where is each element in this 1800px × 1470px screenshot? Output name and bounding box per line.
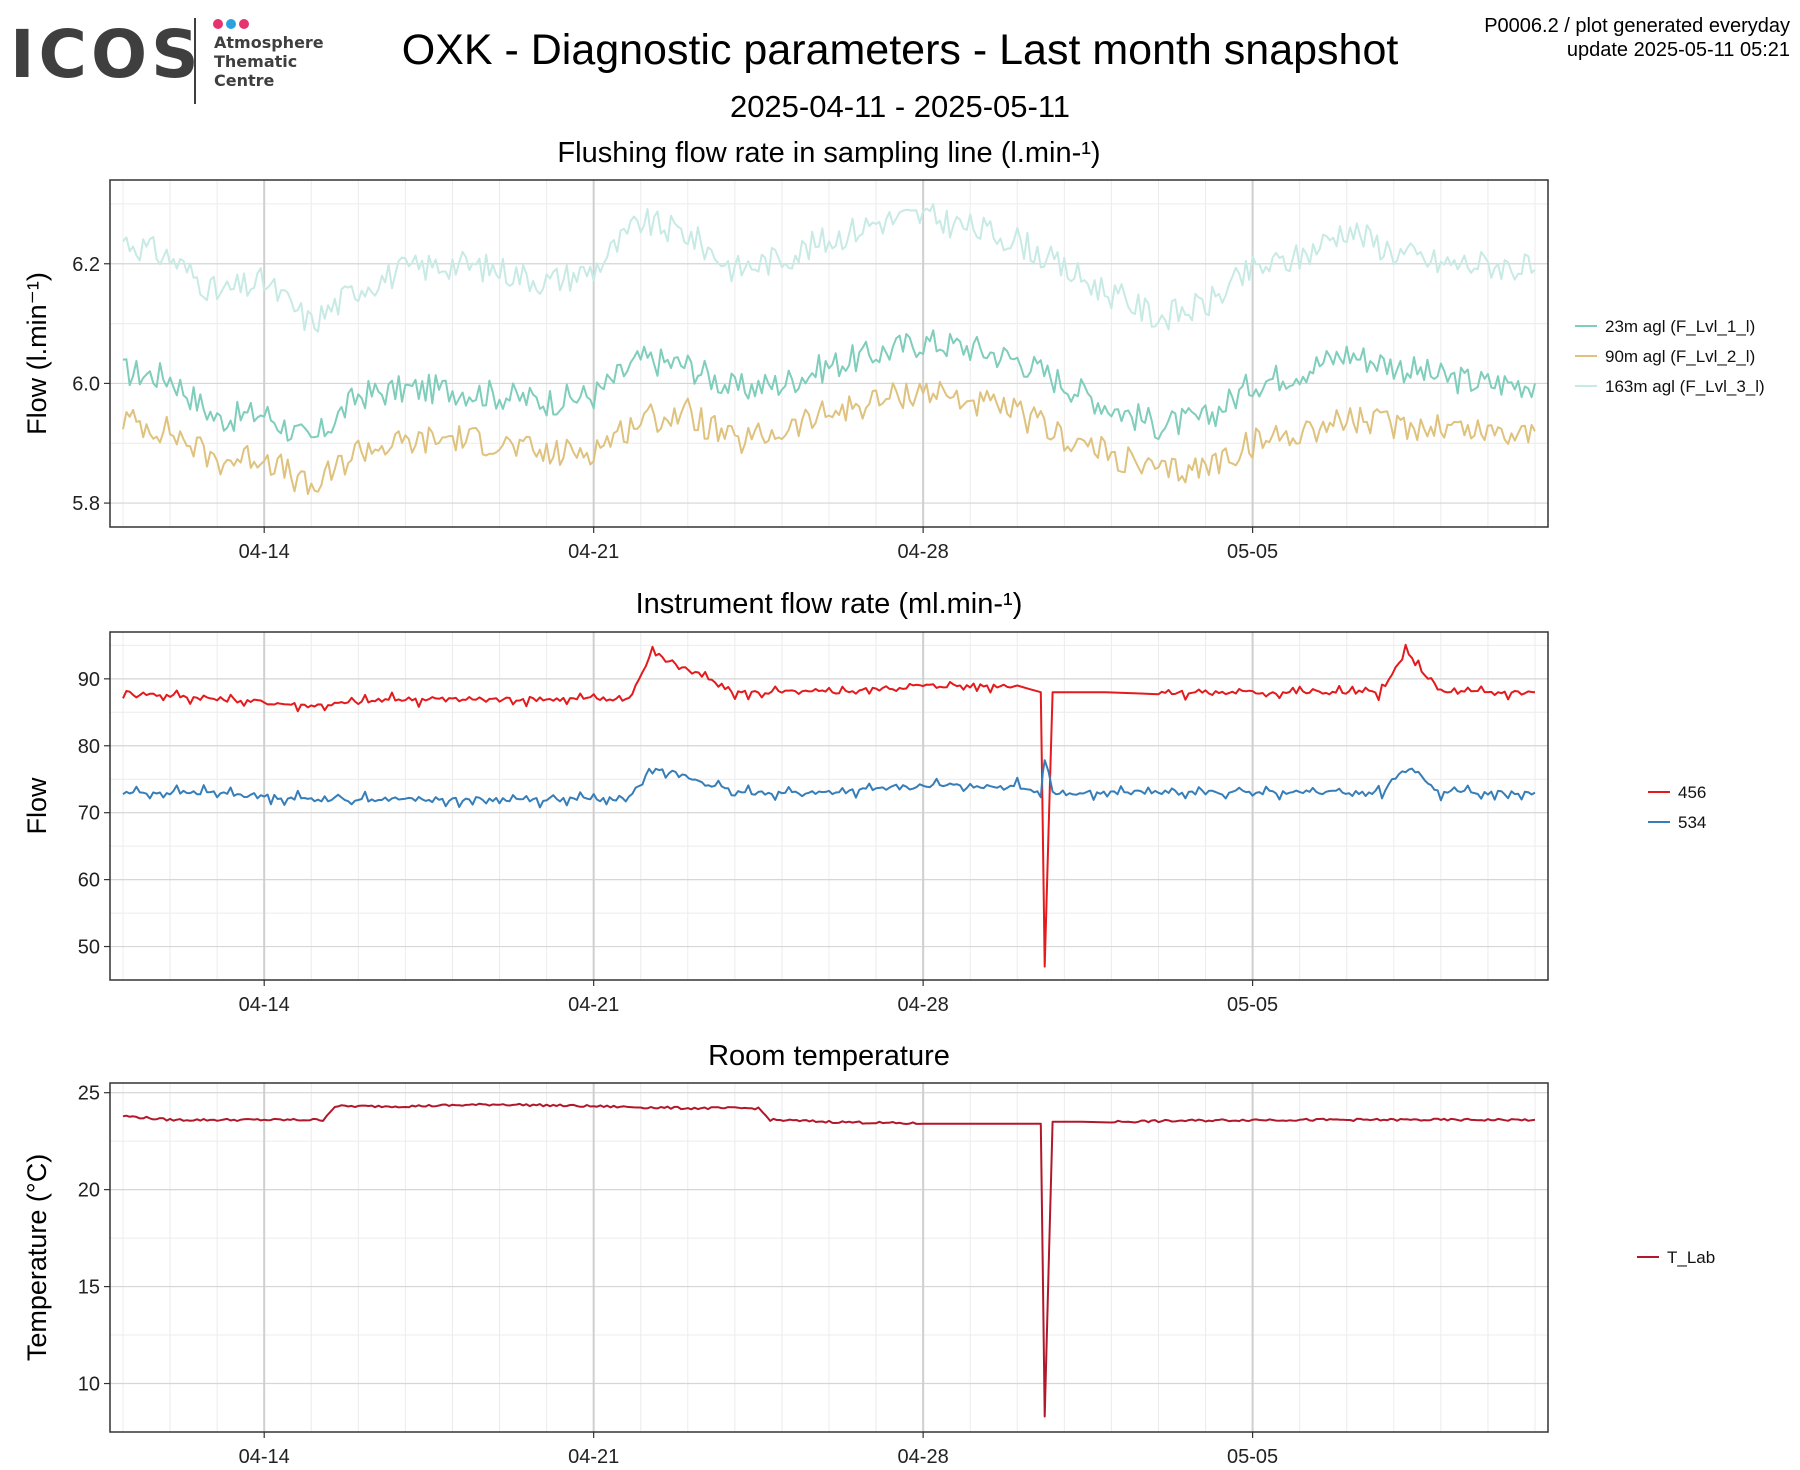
- x-tick-label: 04-28: [898, 1446, 949, 1468]
- series-line: [122, 759, 1536, 809]
- legend-label: 90m agl (F_Lvl_2_l): [1605, 347, 1755, 366]
- plot-border: [109, 179, 1549, 528]
- chart-panel: Instrument flow rate (ml.min-¹) 50 60 70 80 9…: [22, 588, 1706, 1016]
- y-tick-label: 15: [78, 1277, 100, 1299]
- legend-label: 23m agl (F_Lvl_1_l): [1605, 317, 1755, 336]
- x-tick-label: 04-21: [568, 541, 619, 563]
- icos-logo: ICOS Atmosphere Thematic Centre: [10, 14, 330, 106]
- y-axis-label: Temperature (°C): [22, 1154, 52, 1361]
- y-axis-label: Flow: [22, 777, 52, 835]
- chart-panel: Room temperature 10 15 20 25 04-14 04-21 04-28 0…: [22, 1040, 1715, 1468]
- x-tick-label: 05-05: [1227, 541, 1278, 563]
- y-axis-label: Flow (l.min⁻¹): [22, 272, 52, 435]
- legend-label: T_Lab: [1667, 1248, 1715, 1267]
- x-tick-label: 05-05: [1227, 1446, 1278, 1468]
- y-tick-label: 80: [78, 736, 100, 758]
- update-time: update 2025-05-11 05:21: [1566, 39, 1790, 61]
- y-tick-label: 6.2: [72, 254, 100, 276]
- x-tick-label: 05-05: [1227, 994, 1278, 1016]
- logo-dot-icon: [213, 19, 223, 29]
- logo-dot-icon: [226, 19, 236, 29]
- y-tick-label: 25: [78, 1083, 100, 1105]
- x-tick-label: 04-14: [239, 1446, 290, 1468]
- logo-dots-icon: [213, 16, 252, 29]
- logo-line: Centre: [214, 71, 275, 90]
- series-line: [122, 329, 1536, 442]
- y-tick-label: 10: [78, 1374, 100, 1396]
- legend-label: 163m agl (F_Lvl_3_l): [1605, 377, 1765, 396]
- x-tick-label: 04-14: [239, 994, 290, 1016]
- y-tick-label: 60: [78, 870, 100, 892]
- logo-divider: [194, 18, 196, 104]
- x-tick-label: 04-14: [239, 541, 290, 563]
- logo-line: Thematic: [214, 52, 298, 71]
- logo-line: Atmosphere: [214, 33, 324, 52]
- y-tick-label: 6.0: [72, 373, 100, 395]
- x-tick-label: 04-21: [568, 994, 619, 1016]
- y-tick-label: 90: [78, 669, 100, 691]
- chart-title: Flushing flow rate in sampling line (l.m…: [557, 137, 1100, 169]
- series-line: [122, 643, 1536, 968]
- y-tick-label: 20: [78, 1180, 100, 1202]
- series-line: [122, 203, 1536, 333]
- plot-border: [109, 631, 1549, 981]
- plot-meta: P0006.2 / plot generated everyday update…: [1484, 14, 1790, 62]
- x-tick-label: 04-28: [898, 541, 949, 563]
- y-tick-label: 70: [78, 803, 100, 825]
- legend-label: 534: [1678, 813, 1706, 832]
- logo-dot-icon: [239, 19, 249, 29]
- chart-title: Instrument flow rate (ml.min-¹): [636, 588, 1023, 620]
- page-title: OXK - Diagnostic parameters - Last month…: [401, 26, 1399, 74]
- chart-title: Room temperature: [708, 1040, 950, 1072]
- plot-border: [109, 1082, 1549, 1433]
- series-line: [122, 1102, 1536, 1418]
- chart-panel: Flushing flow rate in sampling line (l.m…: [22, 137, 1765, 563]
- logo-wordmark: ICOS: [10, 16, 203, 93]
- plot-id: P0006.2 / plot generated everyday: [1484, 15, 1790, 37]
- series-line: [122, 380, 1536, 496]
- y-tick-label: 5.8: [72, 493, 100, 515]
- logo-subtitle: Atmosphere Thematic Centre: [214, 33, 324, 90]
- y-tick-label: 50: [78, 937, 100, 959]
- legend-label: 456: [1678, 783, 1706, 802]
- date-range: 2025-04-11 - 2025-05-11: [729, 89, 1071, 124]
- x-tick-label: 04-21: [568, 1446, 619, 1468]
- x-tick-label: 04-28: [898, 994, 949, 1016]
